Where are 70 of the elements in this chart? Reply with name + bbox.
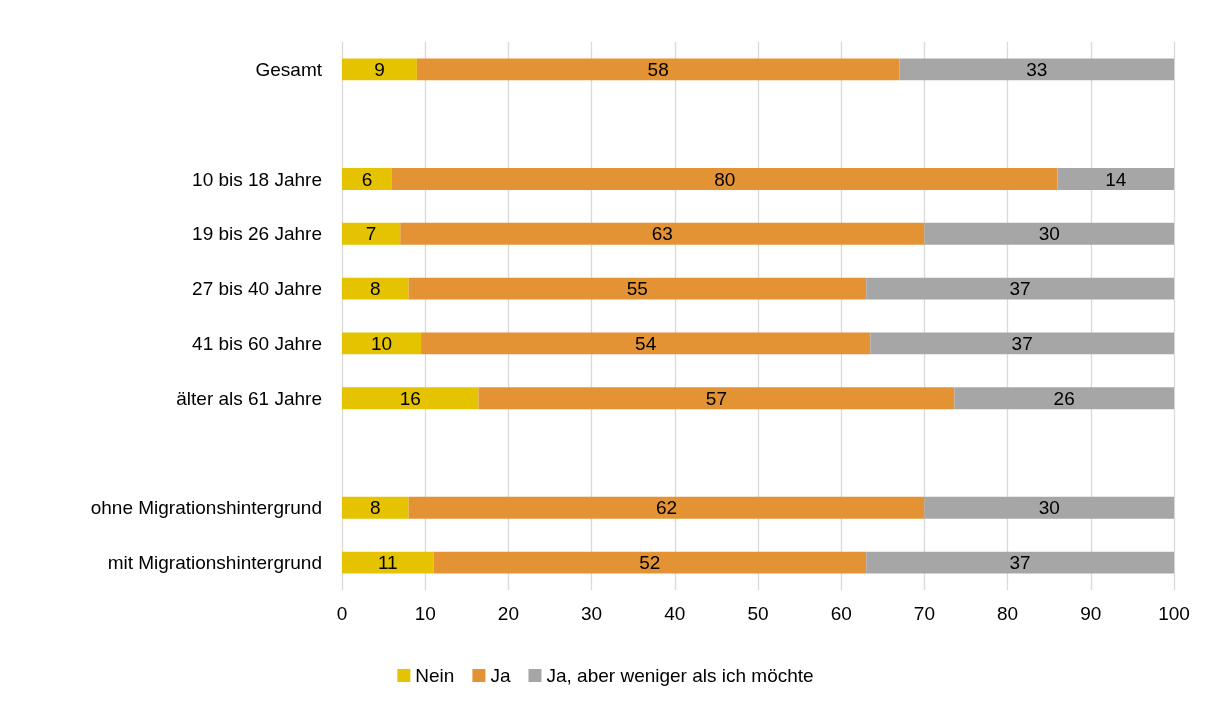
x-tick-label: 10 [414, 603, 436, 624]
x-tick-label: 90 [1080, 603, 1102, 624]
bar [342, 277, 409, 300]
bar [391, 168, 1058, 190]
x-tick-label: 80 [997, 603, 1019, 624]
bar [866, 277, 1174, 300]
y-tick-label: 19 bis 26 Jahre [192, 223, 322, 245]
bar [870, 332, 1174, 355]
bar [342, 58, 417, 81]
data-label: 57 [705, 387, 727, 409]
x-tick-label: 70 [913, 603, 935, 624]
x-tick-label: 40 [664, 603, 686, 624]
x-tick-label: 20 [497, 603, 519, 624]
data-label: 7 [365, 223, 377, 245]
data-label: 55 [626, 278, 648, 300]
bar [408, 496, 925, 519]
bar [1057, 168, 1174, 190]
x-tick-label: 30 [581, 603, 603, 624]
data-label: 52 [639, 552, 661, 574]
x-tick-label: 50 [747, 603, 769, 624]
bar [954, 387, 1174, 410]
legend-label: Ja [490, 665, 511, 686]
y-tick-label: älter als 61 Jahre [176, 387, 322, 409]
x-tick-label: 0 [336, 603, 348, 624]
bar [433, 551, 867, 574]
data-label: 37 [1011, 332, 1033, 354]
data-label: 37 [1009, 278, 1031, 300]
bar [924, 496, 1174, 519]
data-label: 10 [370, 332, 393, 354]
data-label: 63 [651, 223, 673, 245]
y-tick-label: 10 bis 18 Jahre [192, 168, 322, 190]
bar [408, 277, 867, 300]
y-tick-label: 41 bis 60 Jahre [192, 332, 322, 354]
data-label: 54 [635, 332, 657, 354]
y-tick-label: 27 bis 40 Jahre [192, 278, 322, 300]
x-tick-label: 100 [1158, 603, 1190, 624]
data-label: 26 [1053, 387, 1075, 409]
bar [400, 222, 925, 245]
bar [342, 496, 409, 519]
x-tick-label: 60 [830, 603, 852, 624]
data-label: 8 [369, 497, 381, 519]
bar [924, 222, 1174, 245]
bar [866, 551, 1174, 574]
bar [342, 168, 392, 190]
bar [342, 222, 401, 245]
legend-label: Nein [415, 665, 455, 686]
bar [342, 551, 434, 574]
data-label: 14 [1105, 168, 1127, 190]
data-label: 37 [1009, 552, 1031, 574]
legend-label: Ja, aber weniger als ich möchte [546, 665, 814, 686]
data-label: 8 [369, 278, 381, 300]
bar [416, 58, 900, 81]
bar [899, 58, 1174, 81]
bar [342, 332, 422, 355]
y-tick-label: Gesamt [255, 58, 323, 80]
bar [421, 332, 871, 355]
data-label: 16 [399, 387, 421, 409]
data-label: 30 [1038, 223, 1060, 245]
data-label: 9 [374, 58, 385, 80]
data-label: 6 [361, 168, 373, 190]
y-tick-label: mit Migrationshintergrund [107, 552, 322, 574]
data-label: 30 [1038, 497, 1060, 519]
data-label: 58 [647, 58, 669, 80]
data-label: 80 [714, 168, 736, 190]
data-label: 62 [655, 497, 678, 519]
y-tick-label: ohne Migrationshintergrund [90, 497, 322, 519]
data-label: 33 [1026, 58, 1048, 80]
bar [478, 387, 955, 410]
bar [342, 387, 479, 410]
data-label: 11 [377, 552, 398, 574]
